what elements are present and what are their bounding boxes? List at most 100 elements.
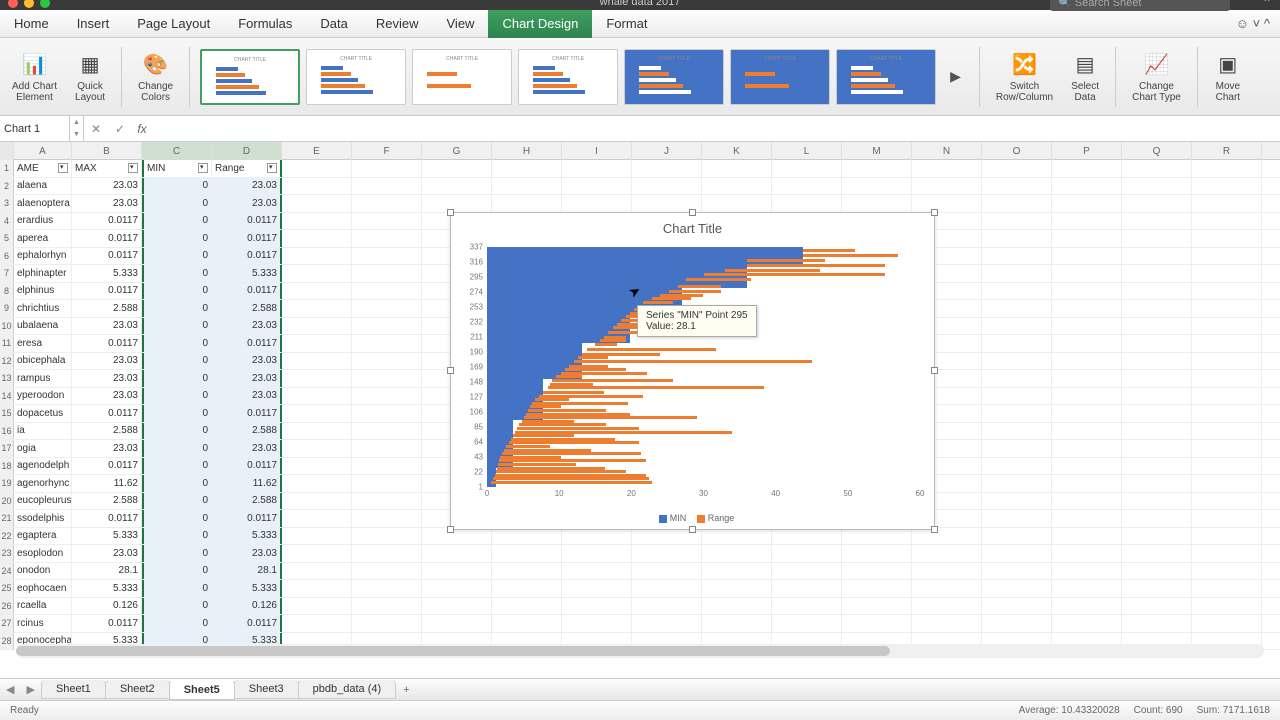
cell[interactable]: 0 <box>142 458 212 475</box>
cell[interactable] <box>1192 370 1262 387</box>
cell[interactable] <box>702 195 772 212</box>
cell[interactable]: 0.0117 <box>72 510 142 527</box>
cell[interactable]: 0.0117 <box>72 405 142 422</box>
min-dot[interactable] <box>24 0 34 8</box>
cell[interactable]: 0 <box>142 178 212 195</box>
cell[interactable]: eresa <box>14 335 72 352</box>
cell[interactable] <box>562 598 632 615</box>
cell[interactable] <box>632 178 702 195</box>
cell[interactable]: ogia <box>14 440 72 457</box>
cell[interactable] <box>352 300 422 317</box>
cell[interactable]: AME <box>14 160 72 177</box>
cell[interactable] <box>1122 493 1192 510</box>
cell[interactable]: 23.03 <box>72 318 142 335</box>
cell[interactable] <box>282 230 352 247</box>
cell[interactable]: 0.0117 <box>212 248 282 265</box>
cell[interactable] <box>1052 353 1122 370</box>
cell[interactable] <box>352 528 422 545</box>
cell[interactable]: MIN <box>142 160 212 177</box>
cell[interactable] <box>1122 475 1192 492</box>
cell[interactable]: 0.0117 <box>212 335 282 352</box>
cell[interactable] <box>352 440 422 457</box>
cell[interactable] <box>1122 213 1192 230</box>
cell[interactable]: 0.0117 <box>212 230 282 247</box>
cell[interactable]: 23.03 <box>212 318 282 335</box>
cell[interactable] <box>702 580 772 597</box>
cell[interactable] <box>1192 615 1262 632</box>
cell[interactable] <box>282 475 352 492</box>
cell[interactable] <box>282 528 352 545</box>
menu-tab-chart-design[interactable]: Chart Design <box>488 10 592 38</box>
cell[interactable] <box>982 615 1052 632</box>
cell[interactable] <box>1192 388 1262 405</box>
sheet-tab-Sheet2[interactable]: Sheet2 <box>105 680 170 699</box>
cell[interactable]: 23.03 <box>72 388 142 405</box>
cell[interactable] <box>282 510 352 527</box>
chart-style-thumb[interactable]: CHART TITLE <box>518 49 618 105</box>
add-sheet-button[interactable]: + <box>395 681 417 699</box>
cell[interactable]: 0 <box>142 493 212 510</box>
cell[interactable] <box>1052 440 1122 457</box>
cell[interactable] <box>1122 423 1192 440</box>
cell[interactable]: 28.1 <box>72 563 142 580</box>
cell[interactable]: 23.03 <box>72 545 142 562</box>
cell[interactable] <box>282 248 352 265</box>
cell[interactable]: 5.333 <box>72 265 142 282</box>
cell[interactable]: alaena <box>14 178 72 195</box>
cell[interactable] <box>772 178 842 195</box>
menu-tab-insert[interactable]: Insert <box>63 10 124 38</box>
cell[interactable] <box>562 178 632 195</box>
cell[interactable]: 0 <box>142 580 212 597</box>
cell[interactable]: 0 <box>142 440 212 457</box>
cell[interactable] <box>1192 493 1262 510</box>
cell[interactable] <box>912 545 982 562</box>
cell[interactable] <box>1052 248 1122 265</box>
cell[interactable]: MAX <box>72 160 142 177</box>
cell[interactable] <box>1192 195 1262 212</box>
cell[interactable] <box>562 195 632 212</box>
col-header-I[interactable]: I <box>562 142 632 160</box>
cell[interactable] <box>1192 510 1262 527</box>
cell[interactable]: chrichtius <box>14 300 72 317</box>
cell[interactable] <box>982 545 1052 562</box>
cell[interactable]: 0 <box>142 213 212 230</box>
cell[interactable]: 0 <box>142 300 212 317</box>
cell[interactable] <box>772 563 842 580</box>
cell[interactable] <box>1052 370 1122 387</box>
cell[interactable] <box>702 563 772 580</box>
cell[interactable]: 0 <box>142 510 212 527</box>
cell[interactable] <box>1122 265 1192 282</box>
menu-tab-formulas[interactable]: Formulas <box>224 10 306 38</box>
col-header-R[interactable]: R <box>1192 142 1262 160</box>
cell[interactable] <box>842 545 912 562</box>
cell[interactable] <box>352 510 422 527</box>
cell[interactable] <box>1052 335 1122 352</box>
cell[interactable] <box>632 160 702 177</box>
cell[interactable] <box>1052 423 1122 440</box>
cell[interactable] <box>562 615 632 632</box>
cell[interactable] <box>1122 248 1192 265</box>
col-header-A[interactable]: A <box>14 142 72 160</box>
cell[interactable] <box>632 563 702 580</box>
cell[interactable] <box>982 248 1052 265</box>
cell[interactable] <box>1122 528 1192 545</box>
cell[interactable]: egaptera <box>14 528 72 545</box>
cell[interactable] <box>982 440 1052 457</box>
cell[interactable] <box>352 475 422 492</box>
cell[interactable] <box>492 195 562 212</box>
cell[interactable] <box>422 580 492 597</box>
cell[interactable]: 0 <box>142 195 212 212</box>
cell[interactable] <box>1052 563 1122 580</box>
cell[interactable]: 0 <box>142 230 212 247</box>
col-header-G[interactable]: G <box>422 142 492 160</box>
cell[interactable] <box>842 598 912 615</box>
cell[interactable]: 2.588 <box>212 423 282 440</box>
cell[interactable] <box>352 615 422 632</box>
cell[interactable] <box>1122 300 1192 317</box>
name-box[interactable]: Chart 1 <box>0 116 70 141</box>
cell[interactable] <box>282 598 352 615</box>
cell[interactable] <box>1052 300 1122 317</box>
cell[interactable] <box>1122 615 1192 632</box>
cell[interactable]: 2.588 <box>72 423 142 440</box>
cell[interactable]: 23.03 <box>212 178 282 195</box>
